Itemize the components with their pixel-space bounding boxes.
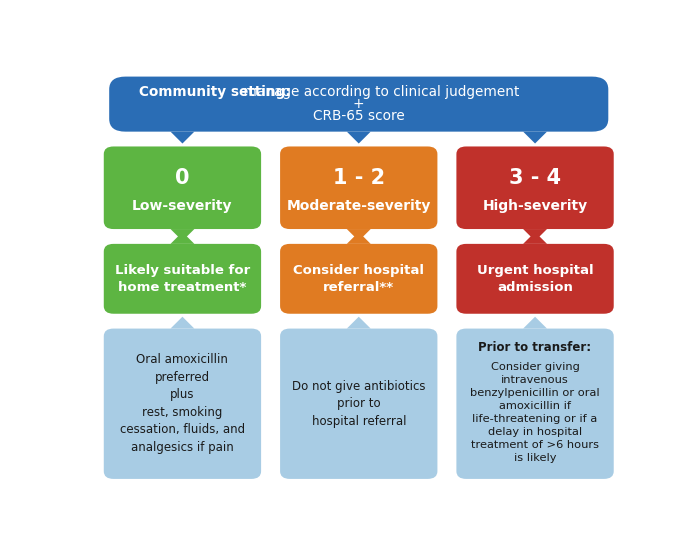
Polygon shape: [346, 232, 371, 244]
FancyBboxPatch shape: [104, 146, 261, 229]
Polygon shape: [346, 131, 371, 144]
Polygon shape: [171, 232, 195, 244]
Polygon shape: [171, 229, 195, 241]
Text: manage according to clinical judgement: manage according to clinical judgement: [239, 85, 520, 99]
Text: Consider giving
intravenous
benzylpenicillin or oral
amoxicillin if
life-threate: Consider giving intravenous benzylpenici…: [470, 361, 600, 463]
Polygon shape: [523, 317, 547, 328]
Text: +: +: [353, 97, 365, 111]
Text: CRB-65 score: CRB-65 score: [313, 109, 405, 123]
Text: 3 - 4: 3 - 4: [509, 168, 561, 188]
Text: Prior to transfer:: Prior to transfer:: [479, 341, 592, 354]
Text: Urgent hospital
admission: Urgent hospital admission: [477, 264, 594, 294]
Text: 0: 0: [175, 168, 190, 188]
Text: High-severity: High-severity: [482, 199, 587, 213]
Text: Oral amoxicillin
preferred
plus
rest, smoking
cessation, fluids, and
analgesics : Oral amoxicillin preferred plus rest, sm…: [120, 354, 245, 454]
FancyBboxPatch shape: [280, 244, 438, 314]
FancyBboxPatch shape: [456, 146, 614, 229]
Text: Low-severity: Low-severity: [132, 199, 232, 213]
Polygon shape: [523, 232, 547, 244]
Text: Consider hospital
referral**: Consider hospital referral**: [293, 264, 424, 294]
FancyBboxPatch shape: [109, 76, 608, 131]
FancyBboxPatch shape: [456, 328, 614, 479]
FancyBboxPatch shape: [104, 244, 261, 314]
FancyBboxPatch shape: [104, 328, 261, 479]
Polygon shape: [523, 131, 547, 144]
Text: Do not give antibiotics
prior to
hospital referral: Do not give antibiotics prior to hospita…: [292, 379, 426, 428]
Polygon shape: [171, 131, 195, 144]
Polygon shape: [171, 317, 195, 328]
FancyBboxPatch shape: [280, 328, 438, 479]
Text: Community setting:: Community setting:: [139, 85, 290, 99]
Polygon shape: [346, 229, 371, 241]
Text: 1 - 2: 1 - 2: [332, 168, 385, 188]
Polygon shape: [346, 317, 371, 328]
FancyBboxPatch shape: [280, 146, 438, 229]
Text: Moderate-severity: Moderate-severity: [286, 199, 431, 213]
Polygon shape: [523, 229, 547, 241]
Text: Likely suitable for
home treatment*: Likely suitable for home treatment*: [115, 264, 250, 294]
FancyBboxPatch shape: [456, 244, 614, 314]
